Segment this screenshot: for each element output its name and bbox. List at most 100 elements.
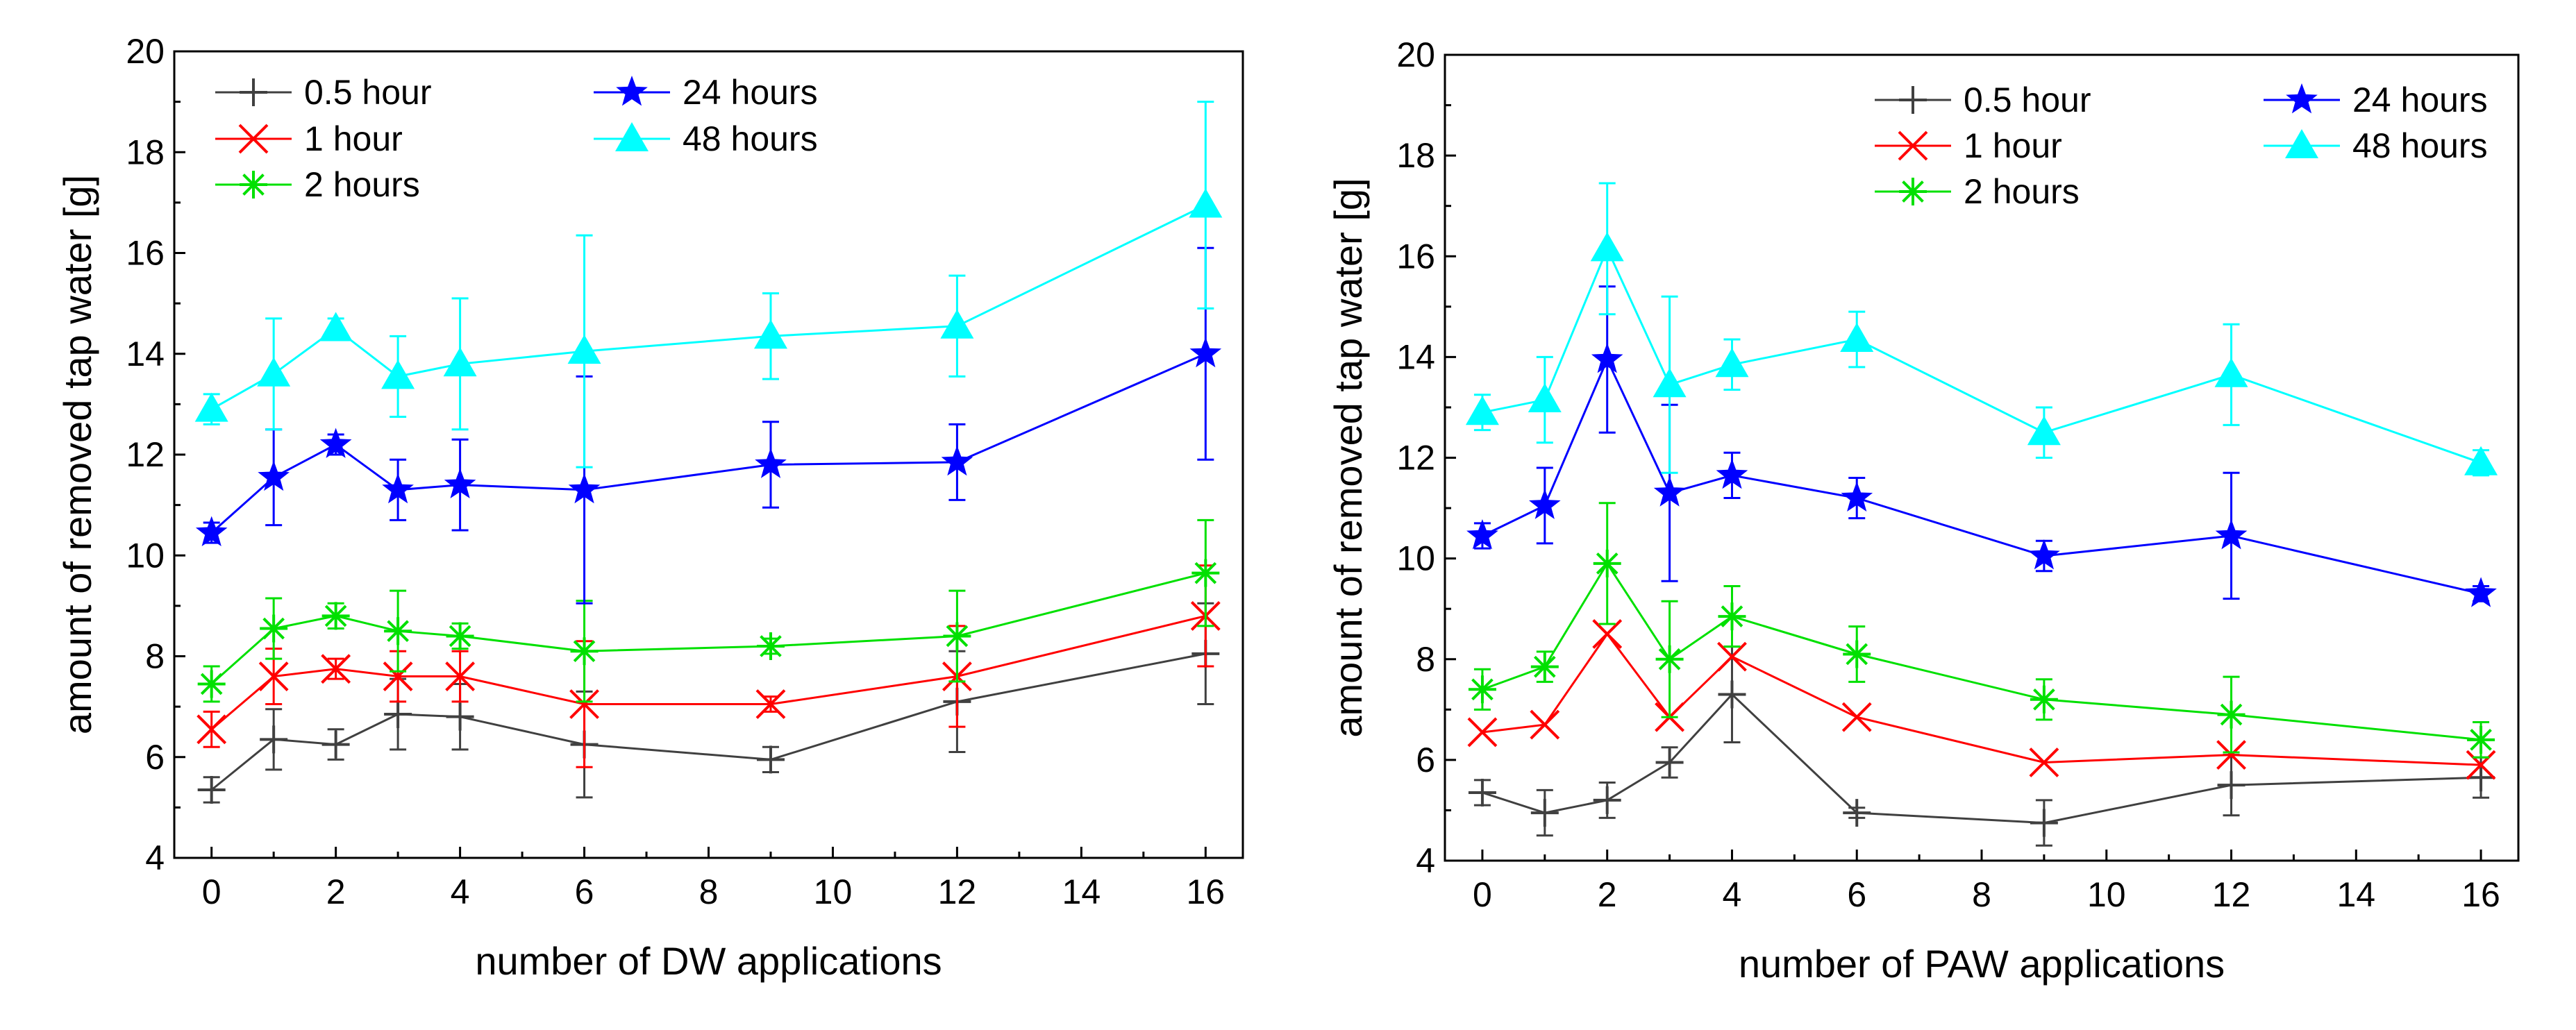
data-point (446, 702, 474, 731)
data-point (943, 622, 971, 650)
data-point (321, 654, 351, 684)
x-tick-label: 10 (2087, 875, 2126, 914)
data-point (195, 516, 228, 546)
data-point (446, 622, 474, 650)
data-point (321, 730, 350, 759)
data-point (2465, 577, 2497, 607)
data-point (570, 637, 599, 666)
data-point (753, 319, 787, 349)
data-point (1465, 396, 1499, 425)
y-tick-label: 16 (1396, 237, 1435, 276)
data-point (260, 725, 288, 754)
legend-label: 48 hours (683, 119, 818, 158)
chart-dw-applications: 4 6 8 10 12 14 16 18 20 0 2 4 6 8 10 12 14 16 number of DW… (56, 32, 1244, 983)
data-point (940, 309, 974, 339)
data-point (2217, 700, 2245, 729)
data-point (1841, 702, 1872, 732)
series-24-hours (1466, 285, 2497, 607)
data-point (569, 689, 599, 719)
data-point (1530, 799, 1559, 827)
legend-marker (1898, 130, 1928, 161)
data-point (1718, 680, 1746, 709)
data-point (568, 473, 601, 504)
data-point (2464, 446, 2498, 475)
data-point (197, 670, 226, 698)
data-point (755, 448, 787, 478)
chart-paw-applications: 4 6 8 10 12 14 16 18 20 0 2 4 6 8 10 12 14 16 number of PA… (1326, 35, 2520, 986)
legend-marker (616, 76, 648, 106)
x-axis-title: number of DW applications (475, 939, 942, 983)
y-tick-label: 16 (126, 234, 165, 273)
legend-marker (2286, 83, 2318, 114)
data-point (1840, 322, 1874, 352)
x-tick-label: 0 (202, 872, 221, 911)
legend-label: 1 hour (1964, 126, 2062, 165)
series-2-hours (197, 518, 1220, 703)
x-tick-label: 14 (2336, 875, 2375, 914)
data-point (443, 347, 477, 377)
data-point (1530, 652, 1559, 681)
data-point (1191, 559, 1220, 587)
data-point (2027, 416, 2061, 446)
data-point (1466, 519, 1498, 550)
data-point (1530, 709, 1560, 740)
data-point (1591, 343, 1623, 373)
data-point (1593, 549, 1621, 577)
legend-marker (615, 122, 649, 151)
series-line (210, 572, 1206, 685)
legend-item: 48 hours (594, 119, 818, 158)
series-48-hours (1465, 182, 2498, 477)
y-tick-label: 10 (126, 536, 165, 575)
x-tick-label: 14 (1062, 872, 1101, 911)
legend-marker (238, 124, 269, 154)
data-point (756, 632, 785, 660)
legend-item: 0.5 hour (1875, 81, 2091, 119)
x-tick-label: 16 (2461, 875, 2500, 914)
legend: 0.5 hour 1 hour 2 hours 24 hours 48 hours (215, 73, 818, 204)
data-point (1590, 232, 1624, 262)
data-point (382, 473, 414, 504)
legend-label: 24 hours (2352, 81, 2488, 119)
series-48-hours (194, 101, 1223, 468)
x-tick-label: 12 (938, 872, 977, 911)
y-tick-label: 20 (126, 32, 165, 71)
data-point (319, 428, 352, 458)
y-tick-label: 14 (126, 335, 165, 373)
data-point (381, 360, 415, 389)
y-tick-label: 8 (145, 637, 165, 676)
x-tick-label: 16 (1187, 872, 1226, 911)
data-point (1653, 368, 1687, 398)
data-point (756, 745, 785, 774)
series-2-hours (1468, 502, 2495, 759)
x-tick-label: 2 (1598, 875, 1617, 914)
data-point (257, 357, 291, 387)
data-point (2030, 685, 2058, 714)
data-point (1189, 188, 1223, 218)
data-point (2217, 771, 2245, 800)
data-point (194, 392, 228, 422)
legend-item: 2 hours (215, 165, 420, 204)
data-point (2215, 519, 2248, 550)
data-point (2467, 725, 2495, 754)
data-point (1716, 458, 1748, 489)
y-tick-label: 8 (1416, 640, 1435, 679)
x-tick-label: 4 (1723, 875, 1742, 914)
legend-label: 48 hours (2352, 126, 2488, 165)
series-line (210, 614, 1206, 730)
x-tick-label: 0 (1473, 875, 1492, 914)
data-point (2216, 740, 2246, 770)
y-tick-label: 6 (1416, 741, 1435, 779)
y-tick-label: 12 (1396, 439, 1435, 478)
data-point (260, 614, 288, 643)
legend-label: 0.5 hour (304, 73, 431, 112)
data-point (1592, 619, 1623, 649)
series-line (1482, 246, 2482, 464)
data-point (1841, 481, 1873, 512)
legend-label: 2 hours (304, 165, 420, 204)
data-point (444, 468, 476, 498)
legend-item: 2 hours (1875, 172, 2080, 211)
y-tick-label: 10 (1396, 539, 1435, 578)
data-point (2214, 357, 2248, 387)
data-point (445, 661, 476, 691)
